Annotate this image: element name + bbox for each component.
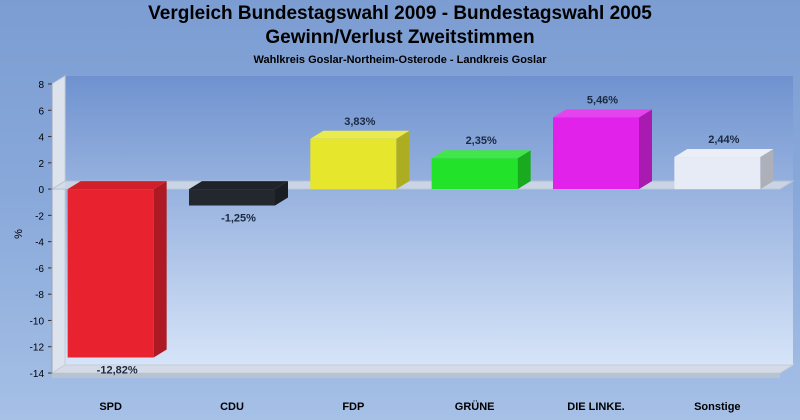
y-tick-label: -4 — [35, 238, 44, 249]
y-tick-label: 6 — [38, 106, 44, 117]
bar-side — [517, 150, 531, 190]
x-tick-label: DIE LINKE. — [567, 401, 624, 413]
y-tick-label: -6 — [35, 264, 44, 275]
data-label: 5,46% — [587, 94, 618, 106]
chart-title: Vergleich Bundestagswahl 2009 - Bundesta… — [148, 3, 652, 24]
bar-top — [431, 150, 531, 159]
data-label: -12,82% — [97, 364, 138, 376]
data-label: 2,35% — [466, 135, 497, 147]
x-tick-label: Sonstige — [694, 401, 740, 413]
data-label: 2,44% — [708, 134, 739, 146]
bar — [674, 157, 761, 190]
bar — [67, 189, 154, 358]
chart-region-label: Wahlkreis Goslar-Northeim-Osterode - Lan… — [253, 54, 547, 66]
y-tick-label: -8 — [35, 290, 44, 301]
bar — [189, 189, 275, 206]
bar — [310, 138, 397, 190]
x-tick-label: SPD — [99, 401, 122, 413]
bar-top — [189, 181, 288, 190]
plot-floor-edge — [52, 373, 780, 378]
bar-side — [275, 181, 288, 206]
plot-floor — [50, 364, 795, 374]
chart-subtitle: Gewinn/Verlust Zweitstimmen — [265, 27, 535, 48]
bar-side — [396, 130, 410, 190]
y-tick-label: 0 — [38, 185, 44, 196]
bar — [553, 117, 639, 190]
y-tick-label: -2 — [35, 211, 44, 222]
y-axis-label: % — [13, 229, 25, 239]
x-tick-label: GRÜNE — [455, 400, 495, 413]
y-tick-label: 8 — [38, 80, 44, 91]
bar — [431, 158, 518, 190]
y-tick-label: 2 — [38, 159, 44, 170]
y-tick-label: -14 — [30, 369, 45, 380]
bar-top — [310, 130, 410, 139]
plot-side-wall — [51, 75, 66, 374]
y-tick-label: -12 — [30, 343, 45, 354]
data-label: -1,25% — [221, 213, 256, 225]
x-tick-label: FDP — [342, 401, 364, 413]
bar-top — [674, 149, 774, 158]
data-label: 3,83% — [344, 116, 375, 128]
bar-top — [553, 109, 652, 118]
y-tick-label: 4 — [38, 133, 44, 144]
x-tick-label: CDU — [220, 401, 244, 413]
bar-side — [639, 109, 652, 190]
plot-back-wall — [65, 76, 793, 365]
bar-side — [760, 149, 774, 190]
bar-side — [153, 181, 167, 358]
bar-top — [67, 181, 167, 190]
y-tick-label: -10 — [30, 316, 45, 327]
